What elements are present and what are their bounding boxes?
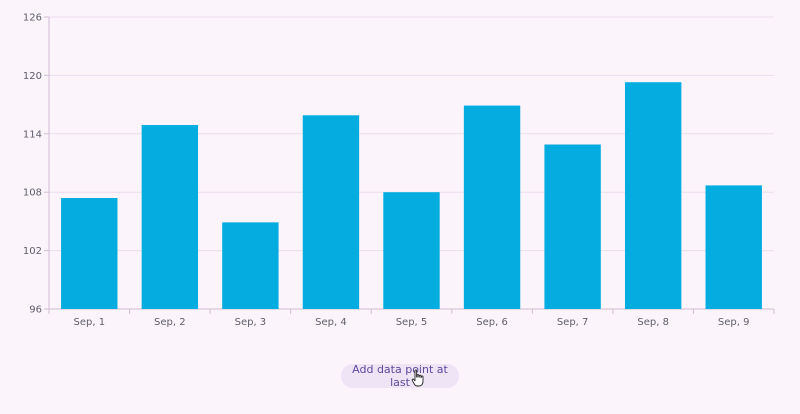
add-data-point-button[interactable]: Add data point at last — [341, 363, 459, 389]
bars — [61, 82, 762, 309]
y-tick-label: 126 — [23, 13, 42, 24]
x-tick-label: Sep, 6 — [476, 317, 508, 328]
bar[interactable] — [383, 192, 440, 309]
y-axis: 96 102 108 114 120 126 — [23, 13, 50, 316]
bar[interactable] — [141, 125, 199, 309]
bar[interactable] — [222, 222, 279, 309]
y-tick-label: 114 — [23, 129, 42, 140]
x-tick-label: Sep, 3 — [235, 317, 267, 328]
bar[interactable] — [544, 144, 601, 309]
x-axis: Sep, 1 Sep, 2 Sep, 3 Sep, 4 Sep, 5 Sep, 6 Sep,… — [48, 308, 775, 328]
x-tick-label: Sep, 7 — [557, 317, 589, 328]
bar[interactable] — [705, 185, 762, 309]
hand-pointer-icon — [411, 369, 424, 387]
x-tick-label: Sep, 2 — [154, 317, 186, 328]
bar[interactable] — [463, 105, 521, 309]
y-tick-label: 102 — [23, 246, 42, 257]
x-tick-label: Sep, 9 — [718, 317, 750, 328]
y-tick-label: 108 — [23, 188, 42, 199]
bar[interactable] — [302, 115, 360, 309]
bar[interactable] — [61, 198, 118, 309]
x-tick-label: Sep, 1 — [73, 317, 105, 328]
y-tick-label: 120 — [23, 71, 42, 82]
bar[interactable] — [624, 82, 682, 309]
x-tick-label: Sep, 8 — [637, 317, 669, 328]
y-tick-label: 96 — [29, 305, 42, 316]
x-tick-label: Sep, 5 — [396, 317, 428, 328]
x-tick-label: Sep, 4 — [315, 317, 347, 328]
